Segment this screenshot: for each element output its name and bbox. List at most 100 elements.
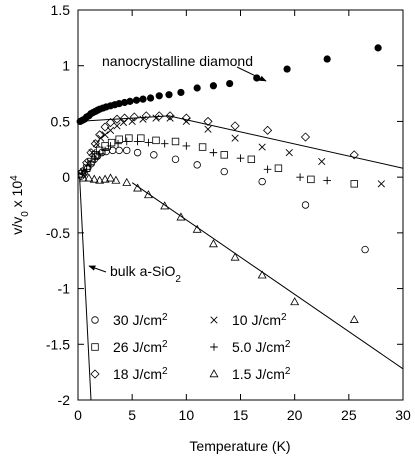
data-point (113, 122, 121, 130)
data-point (107, 138, 116, 147)
series-filled-circle (76, 44, 382, 126)
data-point (160, 139, 169, 148)
data-point (283, 65, 291, 73)
y-tick-label: 0.5 (51, 113, 71, 129)
data-point (95, 151, 104, 159)
x-axis-label: Temperature (K) (189, 438, 290, 454)
data-point (106, 142, 115, 150)
y-axis-label: v/v0 x 104 (9, 175, 31, 235)
data-point (301, 201, 310, 209)
y-tick-label: 0 (62, 169, 70, 185)
data-point (209, 82, 218, 90)
data-point (100, 122, 110, 132)
data-point (152, 114, 160, 122)
y-tick-label: 1.5 (51, 2, 71, 18)
data-point (91, 155, 100, 164)
data-points (76, 44, 385, 323)
legend-item: 5.0 J/cm2 (210, 339, 291, 356)
data-point (115, 135, 123, 143)
data-point (226, 79, 234, 88)
data-point (137, 134, 145, 142)
data-point (182, 142, 191, 150)
data-point (349, 314, 359, 323)
data-point (361, 245, 369, 254)
data-point (193, 161, 201, 169)
data-point (95, 175, 105, 184)
legend-marker (210, 343, 218, 351)
data-point (247, 155, 256, 164)
data-point (274, 164, 283, 172)
x-tick-label: 5 (128, 407, 136, 423)
legend-label: 18 J/cm2 (113, 366, 168, 383)
data-point (139, 115, 147, 123)
fit-line (79, 177, 92, 401)
legend-label: 26 J/cm2 (113, 339, 168, 356)
data-point (101, 131, 109, 139)
fit-lines (77, 115, 404, 401)
data-point (323, 55, 331, 63)
series-open-circle (77, 146, 369, 254)
data-point (171, 155, 180, 164)
data-point (258, 143, 266, 151)
data-point (89, 174, 99, 183)
data-point (106, 173, 115, 182)
data-point (160, 201, 170, 210)
x-tick-label: 15 (233, 407, 249, 423)
data-point (144, 138, 153, 147)
fit-line (131, 182, 404, 370)
legend-item: 26 J/cm2 (91, 339, 168, 356)
data-point (349, 150, 359, 160)
x-tick-label: 0 (74, 407, 82, 423)
data-point (193, 84, 201, 92)
legend-marker (209, 369, 219, 378)
data-point (203, 116, 213, 126)
series-triangle (78, 173, 359, 323)
data-point (139, 95, 147, 103)
data-point (209, 148, 218, 157)
series-x (79, 114, 385, 188)
data-point (307, 175, 315, 184)
data-point (120, 98, 129, 107)
data-point (231, 134, 239, 142)
data-point (204, 125, 212, 133)
data-point (152, 136, 160, 145)
data-point (198, 143, 207, 151)
nanocrystalline-diamond-arrow (236, 66, 267, 82)
legend-item: 18 J/cm2 (90, 366, 168, 383)
data-point (105, 117, 116, 128)
legend-item: 30 J/cm2 (91, 312, 168, 329)
series-square (78, 134, 358, 188)
y-tick-label: 1 (62, 58, 70, 74)
data-point (318, 157, 326, 166)
data-point (181, 113, 191, 123)
data-point (166, 114, 174, 122)
data-point (350, 180, 358, 188)
data-point (90, 139, 100, 149)
data-point (154, 111, 164, 121)
legend-label: 30 J/cm2 (113, 312, 168, 329)
data-point (192, 224, 202, 233)
data-point (82, 158, 92, 168)
legend-label: 5.0 J/cm2 (232, 339, 291, 356)
data-point (220, 151, 228, 159)
x-tick-label: 10 (179, 407, 195, 423)
data-point (146, 94, 155, 102)
x-tick-label: 30 (395, 407, 411, 423)
data-point (165, 111, 175, 121)
bulk-sio2-label: bulk a-SiO2 (110, 263, 181, 285)
data-point (120, 113, 130, 123)
data-point (177, 88, 185, 97)
data-point (100, 174, 110, 183)
data-point (208, 239, 218, 248)
fit-line (77, 115, 404, 169)
data-point (171, 137, 180, 146)
data-point (95, 130, 105, 140)
legend-item: 1.5 J/cm2 (209, 366, 291, 382)
data-point (115, 146, 123, 155)
nanocrystalline-diamond-label: nanocrystalline diamond (102, 53, 253, 69)
legend-marker (91, 343, 99, 351)
data-point (84, 173, 94, 182)
data-point (290, 297, 300, 306)
y-tick-label: -0.5 (46, 225, 70, 241)
